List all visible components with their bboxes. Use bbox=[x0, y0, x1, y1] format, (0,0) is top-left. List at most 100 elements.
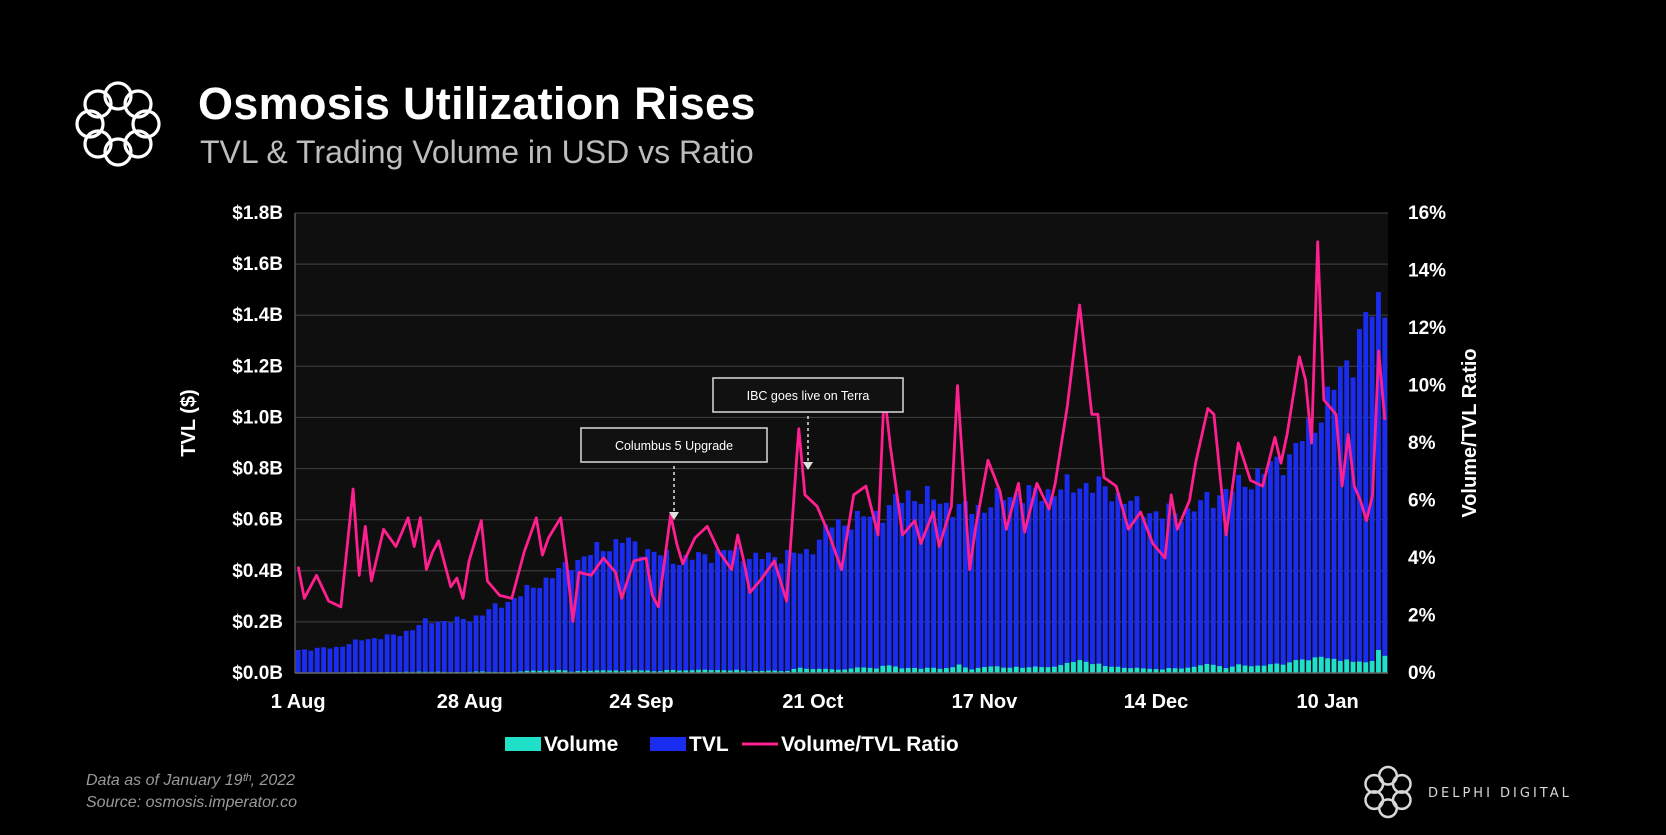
tvl-bar bbox=[352, 639, 358, 673]
volume-bar bbox=[518, 671, 524, 673]
volume-bar bbox=[1032, 666, 1038, 673]
tvl-bar bbox=[619, 542, 625, 673]
volume-bar bbox=[1287, 662, 1292, 673]
y-tick-label: $1.0B bbox=[232, 407, 283, 428]
volume-bar bbox=[1350, 661, 1356, 673]
tvl-bar bbox=[302, 649, 307, 673]
volume-bar bbox=[715, 670, 720, 673]
volume-bar bbox=[677, 670, 682, 673]
tvl-bar bbox=[804, 549, 809, 673]
tvl-bar bbox=[1376, 292, 1381, 673]
annotation-arrowhead bbox=[803, 462, 813, 470]
volume-bar bbox=[753, 670, 759, 673]
y2-tick-label: 12% bbox=[1408, 318, 1446, 339]
x-tick-label: 24 Sep bbox=[609, 691, 673, 713]
tvl-bar bbox=[1153, 511, 1159, 673]
volume-bar bbox=[664, 669, 670, 673]
volume-bar bbox=[600, 670, 606, 673]
tvl-bar bbox=[1198, 500, 1203, 673]
tvl-bar bbox=[1109, 501, 1114, 673]
tvl-bar bbox=[448, 622, 454, 673]
volume-bar bbox=[537, 670, 543, 673]
tvl-bar bbox=[1090, 492, 1095, 673]
volume-bar bbox=[1312, 657, 1318, 673]
tvl-bar bbox=[1236, 474, 1242, 673]
tvl-bar bbox=[696, 552, 701, 673]
tvl-bar bbox=[1045, 489, 1051, 673]
volume-bar bbox=[1299, 659, 1305, 673]
volume-bar bbox=[982, 667, 987, 673]
volume-bar bbox=[543, 670, 549, 673]
tvl-bar bbox=[632, 541, 638, 673]
tvl-bar bbox=[1210, 507, 1216, 673]
volume-bar bbox=[835, 669, 841, 673]
tvl-bar bbox=[1179, 521, 1184, 673]
tvl-bar bbox=[384, 634, 390, 673]
volume-bar bbox=[1318, 656, 1324, 673]
volume-bar bbox=[1217, 666, 1223, 673]
tvl-bar bbox=[937, 503, 943, 673]
y2-tick-label: 10% bbox=[1408, 376, 1446, 397]
tvl-bar bbox=[1172, 513, 1178, 673]
tvl-bar bbox=[727, 550, 733, 673]
y-tick-label: $0.2B bbox=[232, 612, 283, 633]
volume-bar bbox=[1179, 668, 1184, 673]
tvl-bar bbox=[1185, 508, 1191, 673]
annotation: Columbus 5 Upgrade bbox=[580, 427, 768, 520]
tvl-bar bbox=[403, 630, 409, 673]
tvl-bar bbox=[524, 584, 530, 673]
volume-bar bbox=[1007, 667, 1013, 673]
volume-bar bbox=[969, 669, 975, 673]
annotation-arrowhead bbox=[669, 512, 679, 520]
tvl-bar bbox=[740, 561, 746, 673]
annotation-label: IBC goes live on Terra bbox=[747, 389, 870, 403]
tvl-bar bbox=[1115, 492, 1121, 673]
tvl-bar bbox=[454, 616, 460, 673]
volume-bar bbox=[975, 667, 981, 673]
volume-bar bbox=[721, 670, 727, 673]
volume-bar bbox=[1376, 649, 1381, 673]
volume-bar bbox=[581, 670, 587, 673]
volume-bar bbox=[696, 669, 701, 673]
volume-bar bbox=[524, 670, 530, 673]
tvl-bar bbox=[359, 640, 365, 673]
volume-bar bbox=[759, 670, 765, 673]
tvl-bar bbox=[467, 621, 473, 673]
tvl-bar bbox=[734, 546, 740, 673]
volume-bar bbox=[1045, 667, 1051, 673]
volume-bar bbox=[638, 670, 644, 673]
volume-bar bbox=[594, 670, 600, 673]
tvl-bar bbox=[505, 601, 511, 673]
tvl-bar bbox=[1306, 417, 1311, 673]
tvl-bar bbox=[1331, 389, 1337, 673]
tvl-bar bbox=[1007, 497, 1013, 673]
tvl-bar bbox=[581, 556, 587, 673]
tvl-bar bbox=[886, 505, 892, 673]
tvl-bar bbox=[778, 563, 784, 673]
volume-bar bbox=[607, 670, 612, 673]
tvl-bar bbox=[1363, 312, 1369, 673]
volume-bar bbox=[1306, 660, 1311, 673]
x-tick-label: 17 Nov bbox=[952, 691, 1018, 713]
tvl-bar bbox=[499, 607, 504, 673]
volume-bar bbox=[772, 670, 778, 673]
volume-bar bbox=[1198, 665, 1203, 673]
tvl-bar bbox=[1058, 489, 1064, 673]
tvl-bar bbox=[1071, 492, 1076, 673]
volume-bar bbox=[766, 670, 771, 673]
volume-bar bbox=[1039, 667, 1045, 673]
legend-swatch bbox=[650, 737, 686, 751]
volume-bar bbox=[816, 668, 822, 673]
volume-bar bbox=[937, 668, 943, 673]
tvl-bar bbox=[295, 650, 301, 673]
volume-bar bbox=[1172, 668, 1178, 673]
volume-bar bbox=[1261, 665, 1267, 673]
tvl-bar bbox=[486, 609, 492, 673]
y2-tick-label: 2% bbox=[1408, 606, 1436, 627]
tvl-bar bbox=[1242, 486, 1248, 673]
tvl-bar bbox=[994, 487, 1000, 673]
tvl-bar bbox=[537, 587, 543, 673]
data-date-note: Data as of January 19ᵗʰ, 2022 bbox=[86, 772, 296, 789]
tvl-bar bbox=[588, 555, 593, 673]
tvl-bar bbox=[708, 562, 714, 673]
